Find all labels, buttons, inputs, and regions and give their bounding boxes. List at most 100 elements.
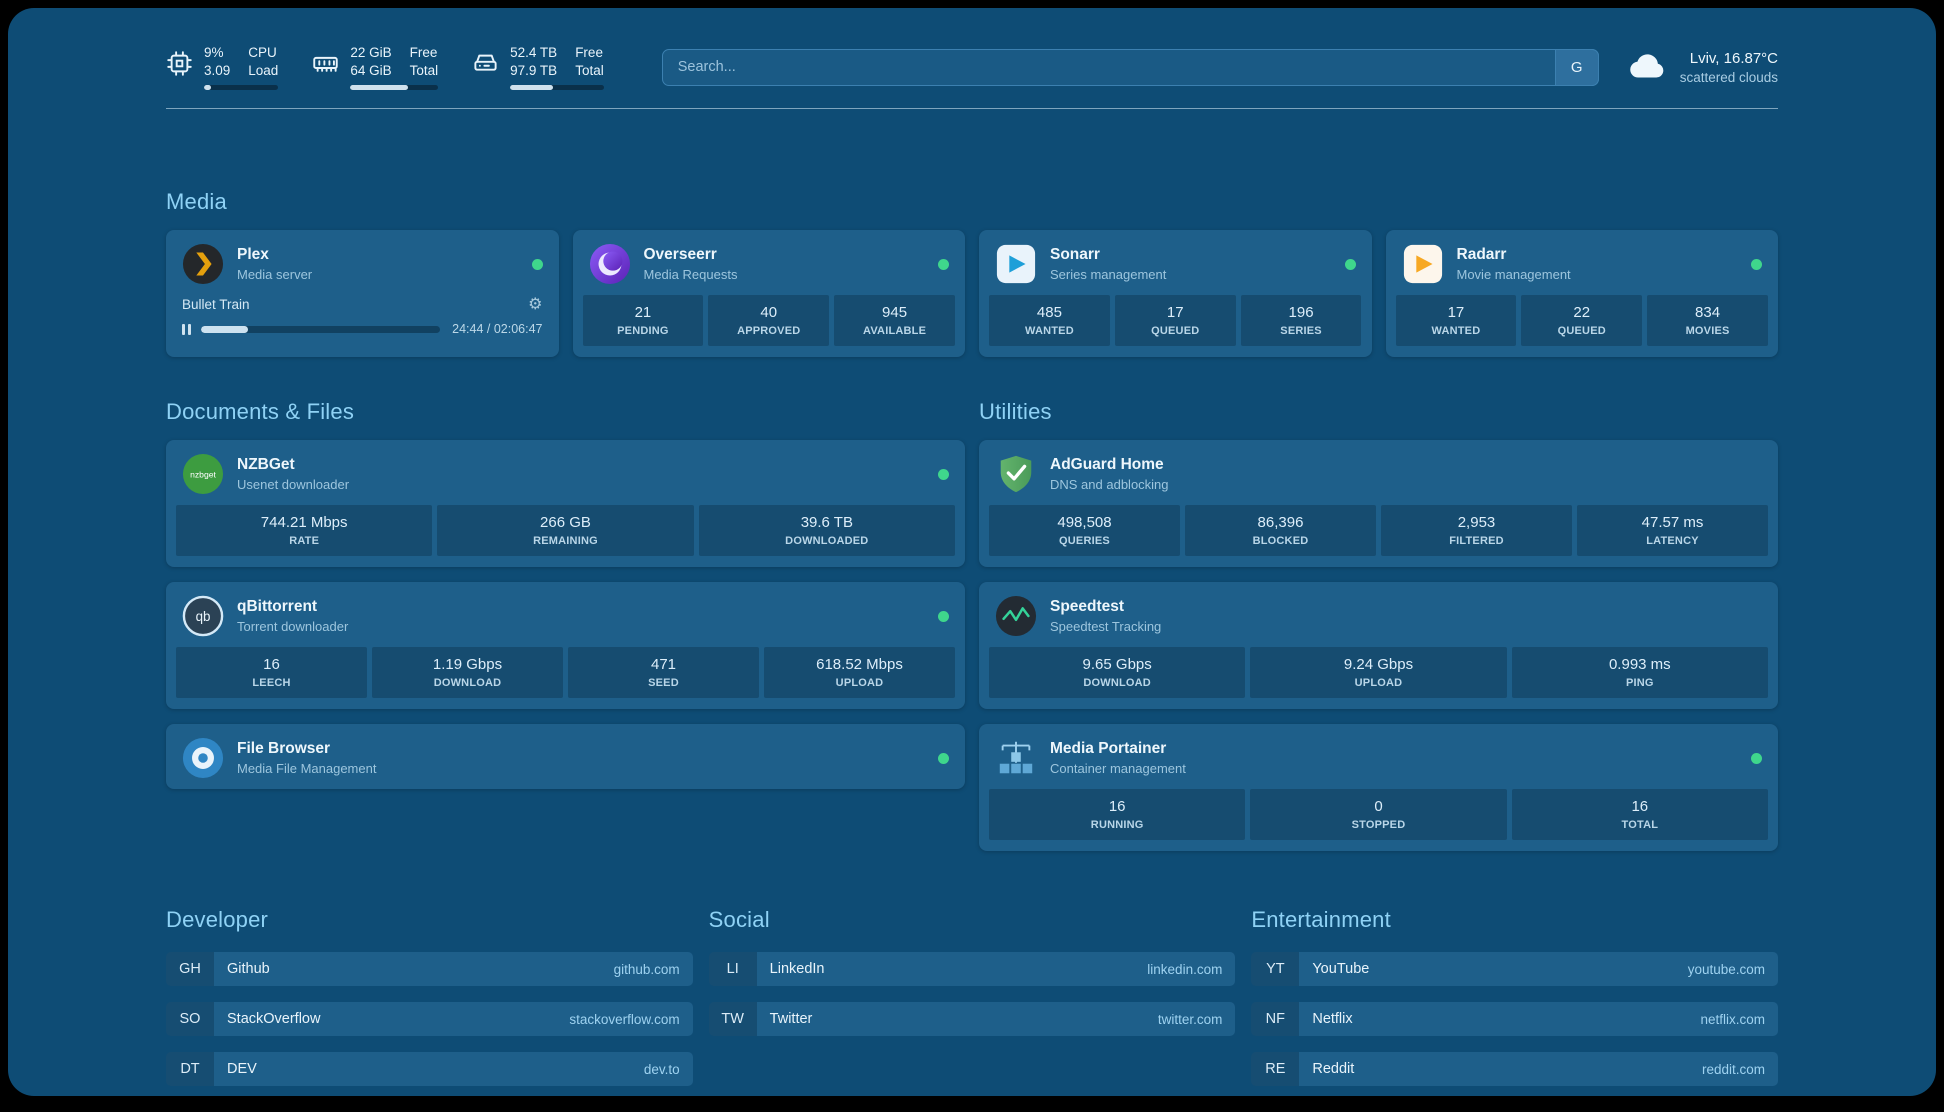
sonarr-card[interactable]: Sonarr Series management 485 WANTED 17 Q… — [979, 230, 1372, 358]
search-input[interactable] — [661, 48, 1599, 86]
status-dot — [938, 610, 949, 622]
bookmark-netflix[interactable]: NF Netflix netflix.com — [1251, 1002, 1779, 1037]
svg-text:nzbget: nzbget — [190, 470, 216, 480]
bookmark-stackoverflow[interactable]: SO StackOverflow stackoverflow.com — [166, 1002, 693, 1037]
developer-bookmarks: Developer GH Github github.com SO StackO… — [166, 907, 693, 1087]
bookmark-youtube[interactable]: YT YouTube youtube.com — [1251, 952, 1779, 987]
bookmark-name: LinkedIn — [769, 961, 825, 978]
app-name: NZBGet — [237, 456, 295, 474]
stat-value: 2,953 — [1457, 514, 1496, 532]
bookmark-abbr: NF — [1251, 1002, 1300, 1037]
topbar-divider — [166, 108, 1778, 110]
stat-label: RUNNING — [1090, 819, 1144, 832]
stat: 16 TOTAL — [1511, 789, 1768, 841]
stat-label: UPLOAD — [1354, 677, 1403, 690]
qbittorrent-icon: qb — [182, 595, 224, 637]
bookmark-name: Twitter — [769, 1011, 813, 1028]
stat: 9.24 Gbps UPLOAD — [1250, 647, 1507, 699]
cpu-percent: 9% — [204, 45, 224, 60]
memory-free-value: 22 GiB — [350, 45, 392, 60]
app-desc: Container management — [1050, 761, 1186, 777]
app-desc: DNS and adblocking — [1050, 477, 1169, 493]
playback-time: 24:44 / 02:06:47 — [452, 322, 543, 337]
app-name: Overseerr — [643, 246, 717, 264]
status-dot — [938, 258, 949, 270]
bookmark-name: Github — [227, 961, 270, 978]
stat-label: QUEUED — [1557, 325, 1606, 338]
memory-usage-bar — [350, 85, 439, 91]
memory-icon — [312, 50, 339, 77]
app-name: Sonarr — [1050, 246, 1100, 264]
bookmark-abbr: YT — [1251, 952, 1300, 987]
adguard-card[interactable]: AdGuard Home DNS and adblocking 498,508 … — [979, 440, 1778, 568]
cpu-usage-bar — [204, 85, 279, 91]
gear-icon[interactable]: ⚙ — [528, 294, 543, 314]
bookmark-reddit[interactable]: RE Reddit reddit.com — [1251, 1052, 1779, 1087]
search-provider-button[interactable]: G — [1554, 48, 1599, 86]
stat: 266 GB REMAINING — [437, 505, 694, 557]
stat: 40 APPROVED — [708, 295, 830, 347]
stat-label: PENDING — [617, 325, 669, 338]
nzbget-card[interactable]: nzbget NZBGet Usenet downloader 744.21 M… — [166, 440, 965, 568]
stat-label: LATENCY — [1646, 535, 1699, 548]
stat-value: 266 GB — [540, 514, 591, 532]
stat-value: 9.24 Gbps — [1343, 656, 1414, 674]
status-dot — [1344, 258, 1356, 270]
memory-total-label: Total — [409, 63, 439, 79]
plex-now-playing: Bullet Train ⚙ 24:44 / 02:06:47 — [166, 295, 559, 350]
status-dot — [1751, 258, 1762, 270]
bookmark-twitter[interactable]: TW Twitter twitter.com — [708, 1002, 1236, 1037]
portainer-card[interactable]: Media Portainer Container management 16 … — [979, 724, 1778, 852]
app-desc: Movie management — [1456, 267, 1571, 283]
stat: 1.19 Gbps DOWNLOAD — [372, 647, 563, 699]
bookmark-abbr: RE — [1251, 1052, 1300, 1087]
pause-icon[interactable] — [182, 323, 191, 335]
app-name: AdGuard Home — [1050, 456, 1164, 474]
stat-value: 618.52 Mbps — [816, 656, 903, 674]
stat: 834 MOVIES — [1647, 295, 1768, 347]
bookmark-name: Netflix — [1312, 1011, 1353, 1028]
status-dot — [1751, 752, 1762, 764]
stat-value: 21 — [634, 304, 652, 322]
stat-value: 0 — [1374, 798, 1383, 816]
qbittorrent-card[interactable]: qb qBittorrent Torrent downloader 16 LEE… — [166, 582, 965, 710]
stat: 9.65 Gbps DOWNLOAD — [989, 647, 1246, 699]
topbar: 9% 3.09 CPU Load — [166, 8, 1778, 91]
bookmarks: Developer GH Github github.com SO StackO… — [166, 907, 1779, 1096]
stat: 485 WANTED — [989, 295, 1110, 347]
stat: 17 WANTED — [1395, 295, 1517, 347]
bookmark-abbr: SO — [166, 1002, 214, 1037]
stat: 21 PENDING — [582, 295, 704, 347]
stat: 196 SERIES — [1240, 295, 1362, 347]
stat-value: 945 — [882, 304, 908, 322]
bookmark-domain: reddit.com — [1701, 1061, 1766, 1077]
stat-value: 0.993 ms — [1608, 656, 1671, 674]
plex-card[interactable]: Plex Media server Bullet Train ⚙ — [166, 230, 559, 358]
section-title-social: Social — [708, 907, 770, 933]
bookmark-domain: linkedin.com — [1147, 961, 1223, 977]
filebrowser-card[interactable]: File Browser Media File Management — [166, 724, 965, 790]
bookmark-domain: twitter.com — [1157, 1011, 1223, 1027]
stat-label: DOWNLOAD — [1083, 677, 1151, 690]
speedtest-card[interactable]: Speedtest Speedtest Tracking 9.65 Gbps D… — [979, 582, 1778, 710]
nzbget-icon: nzbget — [182, 453, 224, 495]
bookmark-domain: dev.to — [643, 1061, 680, 1077]
app-name: Plex — [237, 246, 269, 264]
stat: 16 LEECH — [176, 647, 367, 699]
bookmark-linkedin[interactable]: LI LinkedIn linkedin.com — [708, 952, 1236, 987]
app-desc: Series management — [1050, 267, 1167, 283]
stat-value: 16 — [1631, 798, 1649, 816]
app-desc: Media File Management — [237, 761, 377, 777]
overseerr-card[interactable]: Overseerr Media Requests 21 PENDING 40 A… — [572, 230, 965, 358]
cloud-icon — [1625, 46, 1667, 88]
radarr-card[interactable]: Radarr Movie management 17 WANTED 22 QUE… — [1385, 230, 1778, 358]
bookmark-name: Reddit — [1312, 1061, 1355, 1078]
stat-label: SEED — [648, 677, 679, 690]
bookmark-github[interactable]: GH Github github.com — [166, 952, 693, 987]
disk-free-label: Free — [575, 45, 603, 60]
stat-label: RATE — [289, 535, 320, 548]
bookmark-domain: youtube.com — [1687, 961, 1766, 977]
bookmark-dev[interactable]: DT DEV dev.to — [166, 1052, 693, 1087]
weather-location: Lviv, 16.87°C — [1689, 49, 1778, 67]
app-desc: Torrent downloader — [237, 619, 349, 635]
